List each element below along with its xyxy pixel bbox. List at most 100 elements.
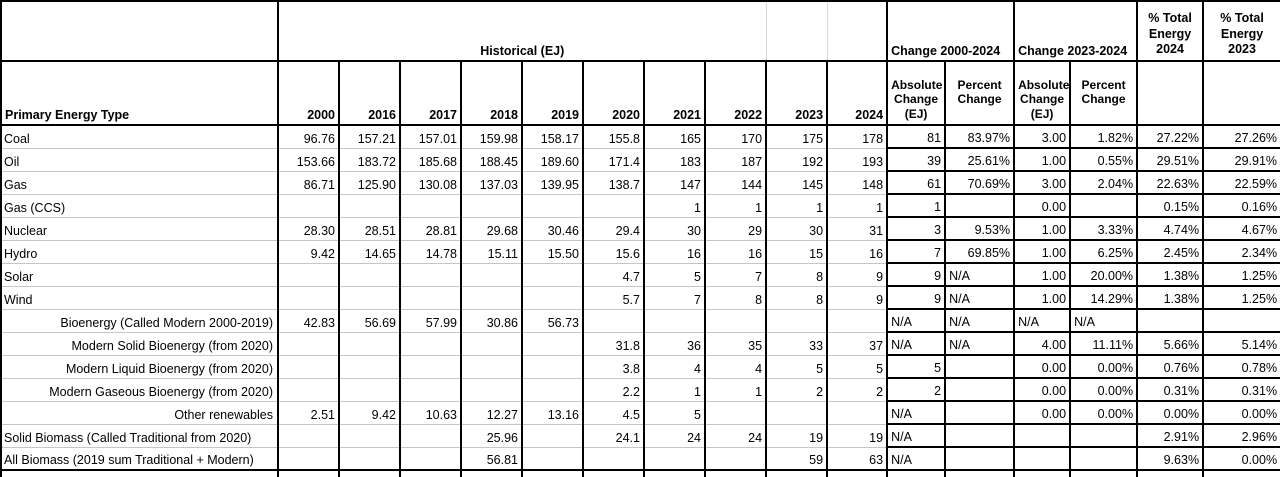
value-cell[interactable]: 0.55% [1069, 147, 1139, 172]
value-cell[interactable]: 0.00% [1069, 400, 1139, 425]
value-cell[interactable]: 148 [826, 170, 889, 194]
value-cell[interactable]: 1.00 [1013, 147, 1072, 172]
value-cell[interactable]: 1 [703, 193, 768, 217]
value-cell[interactable]: N/A [886, 400, 947, 425]
value-cell[interactable] [277, 193, 340, 217]
value-cell[interactable]: 144 [703, 170, 768, 194]
value-cell[interactable] [399, 446, 462, 470]
header-empty-cell[interactable] [1136, 61, 1205, 126]
value-cell[interactable]: 0.31% [1202, 377, 1280, 402]
value-cell[interactable] [460, 354, 523, 378]
value-cell[interactable]: 613.0 [521, 469, 584, 477]
value-cell[interactable]: 14.78 [399, 239, 462, 263]
value-cell[interactable]: 56.73 [521, 308, 584, 332]
value-cell[interactable]: 28.51 [338, 216, 401, 240]
value-cell[interactable]: 147 [643, 170, 706, 194]
value-cell[interactable]: N/A [1069, 308, 1139, 333]
value-cell[interactable]: 185.68 [399, 147, 462, 171]
header-absolute-change-1[interactable]: Absolute Change (EJ) [886, 61, 947, 126]
value-cell[interactable] [399, 354, 462, 378]
value-cell[interactable] [399, 262, 462, 286]
value-cell[interactable] [582, 308, 645, 332]
value-cell[interactable] [338, 377, 401, 401]
value-cell[interactable]: 37 [826, 331, 889, 355]
value-cell[interactable] [521, 285, 584, 309]
value-cell[interactable] [338, 354, 401, 378]
header-change-2023-2024[interactable]: Change 2023-2024 [1013, 0, 1139, 62]
value-cell[interactable]: 28.81 [399, 216, 462, 240]
value-cell[interactable]: 183 [643, 147, 706, 171]
value-cell[interactable]: 15 [765, 239, 829, 263]
value-cell[interactable]: 654 [826, 469, 889, 477]
value-cell[interactable] [1013, 423, 1072, 448]
value-cell[interactable] [703, 308, 768, 332]
value-cell[interactable]: 63 [826, 446, 889, 470]
row-label[interactable]: Wind [0, 285, 279, 309]
value-cell[interactable]: 14.65 [338, 239, 401, 263]
value-cell[interactable] [582, 446, 645, 470]
value-cell[interactable]: 2.91% [1136, 423, 1205, 448]
value-cell[interactable] [1136, 308, 1205, 333]
value-cell[interactable]: 1 [826, 193, 889, 217]
header-empty-cell[interactable] [1202, 61, 1280, 126]
value-cell[interactable]: 1 [703, 377, 768, 401]
value-cell[interactable]: 0.00 [1013, 193, 1072, 218]
value-cell[interactable]: 0.00% [1069, 377, 1139, 402]
value-cell[interactable]: 2 [765, 377, 829, 401]
value-cell[interactable] [277, 285, 340, 309]
value-cell[interactable]: 234 [886, 469, 947, 477]
header-year[interactable]: 2021 [643, 61, 706, 126]
value-cell[interactable]: 16 [826, 239, 889, 263]
value-cell[interactable] [1069, 446, 1139, 471]
row-label[interactable]: Modern Gaseous Bioenergy (from 2020) [0, 377, 279, 401]
value-cell[interactable] [338, 331, 401, 355]
value-cell[interactable]: 4.74% [1136, 216, 1205, 241]
value-cell[interactable]: 3 [886, 216, 947, 241]
value-cell[interactable]: 25.61% [944, 147, 1016, 172]
value-cell[interactable]: 27.26% [1202, 124, 1280, 149]
value-cell[interactable] [521, 193, 584, 217]
value-cell[interactable] [703, 400, 768, 424]
row-label[interactable]: Total [0, 469, 279, 477]
value-cell[interactable]: N/A [944, 331, 1016, 356]
value-cell[interactable]: 86.71 [277, 170, 340, 194]
value-cell[interactable] [765, 400, 829, 424]
header-year[interactable]: 2019 [521, 61, 584, 126]
value-cell[interactable]: 56.81 [460, 446, 523, 470]
value-cell[interactable]: 0.00 [1013, 354, 1072, 379]
value-cell[interactable]: 7 [643, 285, 706, 309]
header-year[interactable]: 2017 [399, 61, 462, 126]
value-cell[interactable]: 158.17 [521, 124, 584, 148]
value-cell[interactable]: 2.2 [582, 377, 645, 401]
value-cell[interactable]: 9.42 [338, 400, 401, 424]
value-cell[interactable] [521, 423, 584, 447]
value-cell[interactable]: 145 [765, 170, 829, 194]
value-cell[interactable]: 57.99 [399, 308, 462, 332]
value-cell[interactable]: 137.03 [460, 170, 523, 194]
value-cell[interactable]: 420.19 [277, 469, 340, 477]
value-cell[interactable]: 157.01 [399, 124, 462, 148]
value-cell[interactable]: 9.42 [277, 239, 340, 263]
value-cell[interactable]: 29.4 [582, 216, 645, 240]
value-cell[interactable]: 7 [886, 239, 947, 264]
value-cell[interactable]: 193 [826, 147, 889, 171]
value-cell[interactable]: 2.96% [1202, 423, 1280, 448]
value-cell[interactable]: 5 [886, 354, 947, 379]
value-cell[interactable]: 0.00 [1013, 400, 1072, 425]
value-cell[interactable]: 12.27 [460, 400, 523, 424]
header-historical[interactable]: Historical (EJ) [276, 0, 767, 62]
value-cell[interactable]: 6.25% [1069, 239, 1139, 264]
value-cell[interactable]: 9 [886, 285, 947, 310]
value-cell[interactable]: 4.67% [1202, 216, 1280, 241]
value-cell[interactable]: 178 [826, 124, 889, 148]
value-cell[interactable] [460, 193, 523, 217]
row-label[interactable]: Oil [0, 147, 279, 171]
value-cell[interactable]: 30 [765, 216, 829, 240]
corner-blank-cell[interactable] [0, 0, 279, 62]
value-cell[interactable] [826, 308, 889, 332]
value-cell[interactable]: 589.10 [582, 469, 645, 477]
value-cell[interactable]: 1 [765, 193, 829, 217]
value-cell[interactable]: 28.30 [277, 216, 340, 240]
value-cell[interactable]: 9 [886, 262, 947, 287]
header-year[interactable]: 2018 [460, 61, 523, 126]
